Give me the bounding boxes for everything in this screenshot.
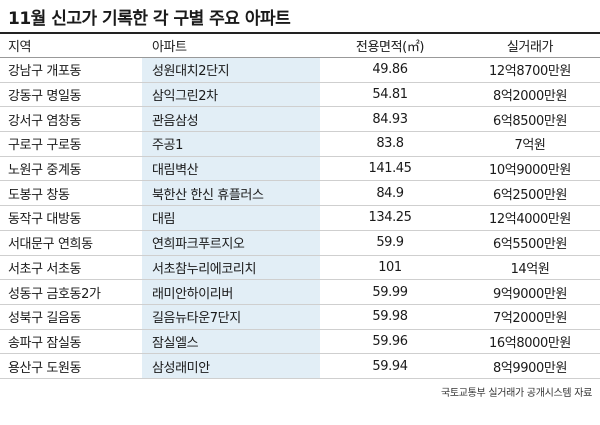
cell-area: 59.96 xyxy=(372,333,408,349)
cell-region: 동작구 대방동 xyxy=(8,212,82,228)
header-apartment: 아파트 xyxy=(142,34,320,57)
apartment-table: 지역 아파트 전용면적(㎡) 실거래가 강남구 개포동 성원대치2단지 49.86 1… xyxy=(0,32,600,379)
cell-region: 강동구 명일동 xyxy=(8,89,82,105)
table-row: 노원구 중계동 대림벽산 141.45 10억9000만원 xyxy=(0,156,600,182)
cell-price: 7억2000만원 xyxy=(492,311,568,327)
cell-region: 도봉구 창동 xyxy=(8,187,70,203)
cell-area: 54.81 xyxy=(372,87,408,103)
cell-area: 134.25 xyxy=(368,210,412,226)
table-header-row: 지역 아파트 전용면적(㎡) 실거래가 xyxy=(0,34,600,58)
cell-region: 송파구 잠실동 xyxy=(8,335,82,351)
header-region: 지역 xyxy=(8,40,32,55)
cell-apartment: 관음삼성 xyxy=(142,107,320,132)
cell-price: 12억4000만원 xyxy=(489,212,571,228)
table-row: 구로구 구로동 주공1 83.8 7억원 xyxy=(0,132,600,157)
cell-price: 6억5500만원 xyxy=(492,237,568,253)
cell-apartment: 삼익그린2차 xyxy=(142,82,320,107)
cell-apartment: 대림벽산 xyxy=(142,156,320,181)
cell-area: 141.45 xyxy=(368,161,412,177)
cell-area: 59.9 xyxy=(376,235,404,251)
table-row: 동작구 대방동 대림 134.25 12억4000만원 xyxy=(0,206,600,231)
page-title: 11월 신고가 기록한 각 구별 주요 아파트 xyxy=(8,9,291,29)
cell-region: 성동구 금호동2가 xyxy=(8,286,101,302)
cell-price: 8억2000만원 xyxy=(492,89,568,105)
cell-price: 12억8700만원 xyxy=(489,64,571,80)
cell-price: 14억원 xyxy=(510,261,550,277)
table-row: 강서구 염창동 관음삼성 84.93 6억8500만원 xyxy=(0,107,600,133)
cell-apartment: 래미안하이리버 xyxy=(142,280,320,304)
table-row: 서초구 서초동 서초참누리에코리치 101 14억원 xyxy=(0,255,600,281)
cell-price: 7억원 xyxy=(514,138,546,154)
cell-area: 59.98 xyxy=(372,309,408,325)
source-note: 국토교통부 실거래가 공개시스템 자료 xyxy=(440,388,592,399)
cell-region: 구로구 구로동 xyxy=(8,138,82,154)
cell-area: 101 xyxy=(378,259,402,275)
cell-apartment: 주공1 xyxy=(142,132,320,156)
cell-apartment: 북한산 한신 휴플러스 xyxy=(142,181,320,206)
cell-apartment: 서초참누리에코리치 xyxy=(142,255,320,280)
cell-price: 6억2500만원 xyxy=(492,187,568,203)
cell-region: 강남구 개포동 xyxy=(8,64,82,80)
cell-region: 강서구 염창동 xyxy=(8,113,82,129)
cell-price: 8억9900만원 xyxy=(492,360,568,376)
cell-area: 83.8 xyxy=(376,136,404,152)
cell-area: 84.93 xyxy=(372,111,408,127)
table-row: 서대문구 연희동 연희파크푸르지오 59.9 6억5500만원 xyxy=(0,230,600,256)
cell-price: 10억9000만원 xyxy=(489,163,571,179)
cell-apartment: 대림 xyxy=(142,206,320,230)
cell-apartment: 연희파크푸르지오 xyxy=(142,230,320,255)
cell-region: 노원구 중계동 xyxy=(8,163,82,179)
cell-area: 49.86 xyxy=(372,62,408,78)
table-row: 용산구 도원동 삼성래미안 59.94 8억9900만원 xyxy=(0,354,600,379)
table-row: 강남구 개포동 성원대치2단지 49.86 12억8700만원 xyxy=(0,58,600,83)
cell-region: 서초구 서초동 xyxy=(8,261,82,277)
cell-apartment: 길음뉴타운7단지 xyxy=(142,304,320,329)
cell-apartment: 삼성래미안 xyxy=(142,354,320,378)
table-row: 성북구 길음동 길음뉴타운7단지 59.98 7억2000만원 xyxy=(0,304,600,330)
table-row: 도봉구 창동 북한산 한신 휴플러스 84.9 6억2500만원 xyxy=(0,181,600,207)
cell-apartment: 성원대치2단지 xyxy=(142,58,320,82)
cell-apartment: 잠실엘스 xyxy=(142,329,320,354)
table-row: 송파구 잠실동 잠실엘스 59.96 16억8000만원 xyxy=(0,329,600,355)
cell-price: 9억9000만원 xyxy=(492,286,568,302)
cell-area: 59.99 xyxy=(372,284,408,300)
cell-price: 16억8000만원 xyxy=(489,335,571,351)
header-area: 전용면적(㎡) xyxy=(355,40,425,55)
cell-region: 성북구 길음동 xyxy=(8,311,82,327)
table-row: 강동구 명일동 삼익그린2차 54.81 8억2000만원 xyxy=(0,82,600,108)
cell-area: 59.94 xyxy=(372,358,408,374)
cell-price: 6억8500만원 xyxy=(492,113,568,129)
cell-area: 84.9 xyxy=(376,185,404,201)
cell-region: 용산구 도원동 xyxy=(8,360,82,376)
table-row: 성동구 금호동2가 래미안하이리버 59.99 9억9000만원 xyxy=(0,280,600,305)
cell-region: 서대문구 연희동 xyxy=(8,237,93,253)
header-price: 실거래가 xyxy=(506,40,554,55)
